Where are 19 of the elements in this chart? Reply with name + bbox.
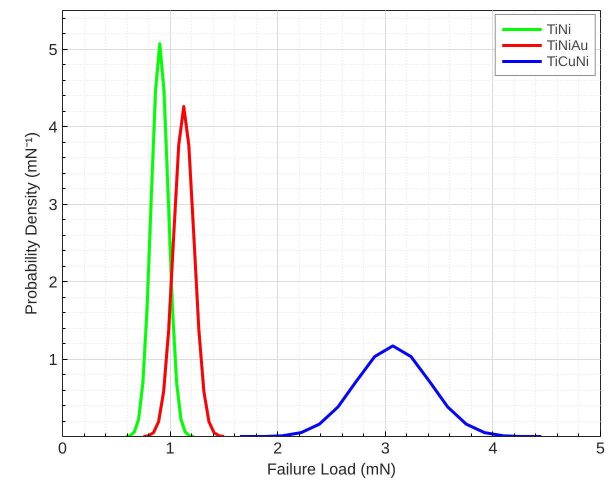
x-tick-label: 0 <box>58 440 68 458</box>
x-tick-label: 3 <box>380 440 390 458</box>
legend-label: TiNi <box>546 21 572 37</box>
legend-label: TiCuNi <box>546 53 589 69</box>
line-series <box>238 344 543 436</box>
x-tick-label: 4 <box>488 440 498 458</box>
x-tick-label: 5 <box>596 440 606 458</box>
legend-label: TiNiAu <box>546 37 588 53</box>
y-tick-label: 3 <box>48 197 58 214</box>
y-tick-label: 2 <box>48 274 58 292</box>
y-tick-label: 1 <box>48 352 58 370</box>
line-series <box>124 42 196 436</box>
line-series <box>142 105 226 436</box>
x-tick-label: 1 <box>166 440 175 458</box>
y-axis-title: Probability Density (mN⁻¹) <box>24 132 41 315</box>
y-tick-label: 5 <box>48 42 58 60</box>
x-axis-title: Failure Load (mN) <box>267 462 396 478</box>
y-tick-label: 4 <box>48 120 58 137</box>
x-tick-label: 2 <box>273 440 282 458</box>
